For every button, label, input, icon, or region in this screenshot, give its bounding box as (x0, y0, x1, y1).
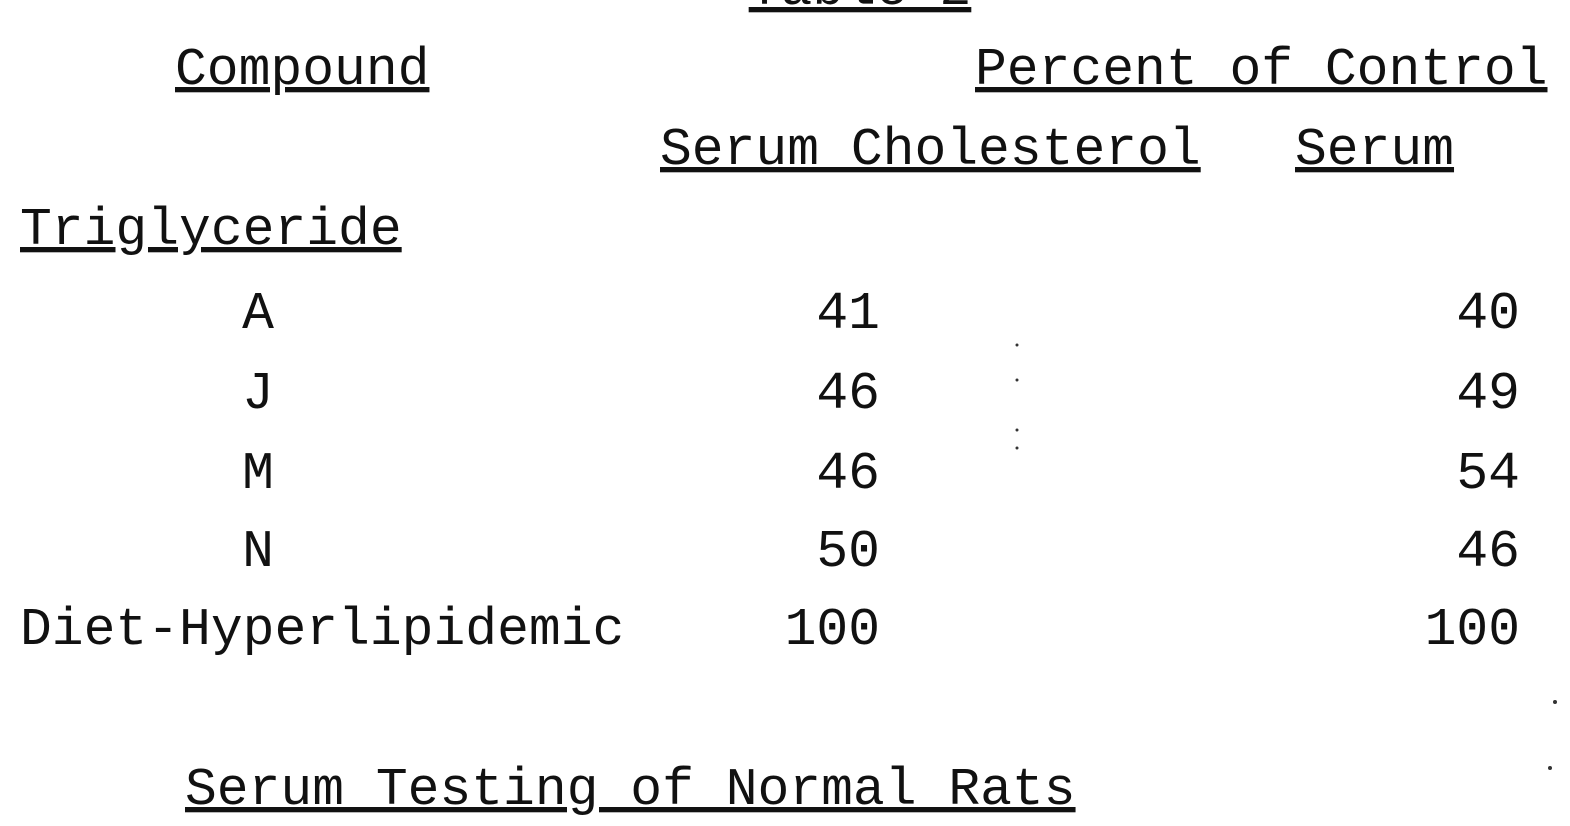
cell: 50 (816, 522, 880, 582)
row-label: N (242, 522, 274, 582)
column-header: Serum (1295, 120, 1454, 180)
row-label: J (242, 364, 274, 424)
cell: 46 (1456, 522, 1520, 582)
cell: 40 (1456, 284, 1520, 344)
table-body: A 41 40 J 46 49 M 46 54 N 50 46 Diet-Hyperlipidemic 1… (20, 284, 1520, 660)
speck (1016, 447, 1019, 450)
speck (1016, 379, 1019, 382)
speck (1016, 344, 1019, 347)
column-header: Percent of Control (975, 40, 1548, 100)
speck (1553, 700, 1557, 704)
cell: 49 (1456, 364, 1520, 424)
row-label: A (242, 284, 274, 344)
column-header: Serum Cholesterol (660, 120, 1201, 180)
section-heading: Serum Testing of Normal Rats (185, 760, 1076, 820)
cell: 100 (1425, 600, 1520, 660)
table-title: Table 2 (749, 0, 972, 20)
speck (1016, 429, 1019, 432)
speck (1548, 766, 1552, 770)
cell: 100 (785, 600, 880, 660)
row-label: Diet-Hyperlipidemic (20, 600, 624, 660)
cell: 41 (816, 284, 880, 344)
column-header: Compound (175, 40, 429, 100)
cell: 54 (1456, 444, 1520, 504)
cell: 46 (816, 444, 880, 504)
row-label: M (242, 444, 274, 504)
column-header: Triglyceride (20, 200, 402, 260)
cell: 46 (816, 364, 880, 424)
